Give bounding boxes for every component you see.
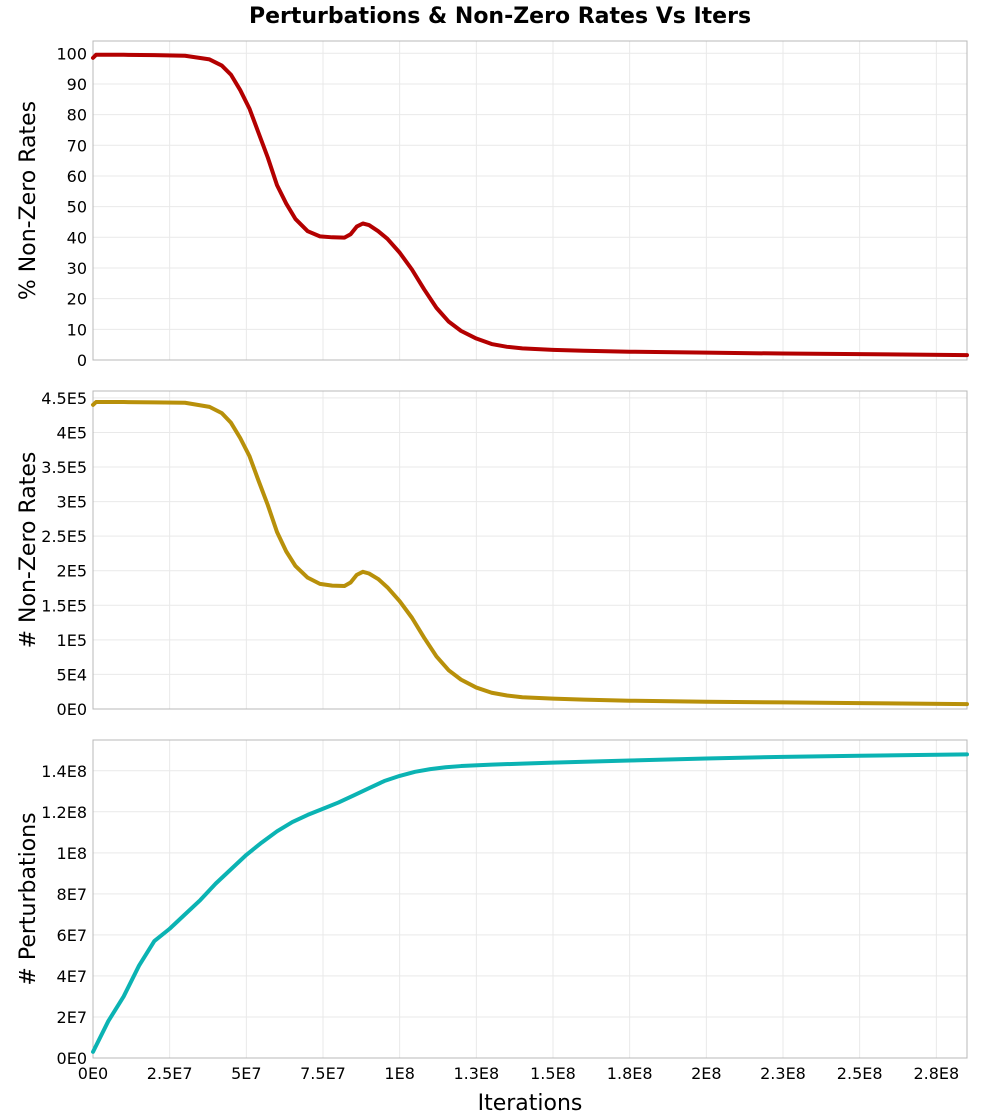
y-tick-label: 50 <box>67 198 87 217</box>
x-tick-label: 2.5E8 <box>837 1064 883 1083</box>
plot-border <box>92 739 968 1059</box>
y-tick-label: 2E7 <box>57 1008 87 1027</box>
y-tick-label: 3E5 <box>57 493 87 512</box>
x-axis: 0E0 2.5E7 5E7 7.5E7 1E8 1.3E8 1.5E8 1.8E8 2E8 2.3… <box>78 1064 959 1083</box>
y-tick-label: 8E7 <box>57 885 87 904</box>
x-tick-label: 2E8 <box>691 1064 721 1083</box>
x-tick-label: 0E0 <box>78 1064 108 1083</box>
plot-area <box>92 40 968 361</box>
y-tick-label: 4E5 <box>57 423 87 442</box>
y-tick-label: 4.5E5 <box>41 389 87 408</box>
y-tick-label: 1.4E8 <box>41 762 87 781</box>
y-tick-label: 20 <box>67 290 87 309</box>
y-axis-label: # Perturbations <box>16 812 41 985</box>
y-axis-label: % Non-Zero Rates <box>16 101 41 300</box>
chart-title: Perturbations & Non-Zero Rates Vs Iters <box>249 4 751 29</box>
y-tick-label: 1.2E8 <box>41 803 87 822</box>
x-axis-label: Iterations <box>478 1091 583 1116</box>
plot-border <box>92 390 968 710</box>
y-tick-label: 5E4 <box>57 665 87 684</box>
y-axis-label: # Non-Zero Rates <box>16 452 41 649</box>
y-tick-label: 2.5E5 <box>41 527 87 546</box>
x-tick-label: 1E8 <box>384 1064 414 1083</box>
y-tick-label: 1E5 <box>57 631 87 650</box>
panel-3: 0E0 2E7 4E7 6E7 8E7 1E8 1.2E8 1.4E8 # Perturbati… <box>16 739 969 1068</box>
panels: 0 10 20 30 40 50 60 70 80 90 100 % Non-Zero Rates 0E… <box>16 40 969 1083</box>
y-tick-label: 10 <box>67 320 87 339</box>
y-tick-label: 6E7 <box>57 926 87 945</box>
y-tick-label: 80 <box>67 106 87 125</box>
y-tick-label: 0 <box>77 351 87 370</box>
plot-border <box>92 40 968 361</box>
panel-1: 0 10 20 30 40 50 60 70 80 90 100 % Non-Zero Rates <box>16 40 969 370</box>
y-tick-label: 40 <box>67 228 87 247</box>
x-tick-label: 1.3E8 <box>453 1064 499 1083</box>
y-tick-label: 0E0 <box>57 1049 87 1068</box>
y-tick-label: 0E0 <box>57 700 87 719</box>
y-tick-label: 90 <box>67 75 87 94</box>
plot-area <box>92 390 968 710</box>
y-tick-label: 70 <box>67 136 87 155</box>
y-tick-label: 1E8 <box>57 844 87 863</box>
y-tick-label: 30 <box>67 259 87 278</box>
x-tick-label: 2.3E8 <box>760 1064 806 1083</box>
y-tick-label: 100 <box>56 44 87 63</box>
x-tick-label: 7.5E7 <box>300 1064 346 1083</box>
x-tick-label: 2.8E8 <box>913 1064 959 1083</box>
y-tick-label: 60 <box>67 167 87 186</box>
x-tick-label: 1.8E8 <box>607 1064 653 1083</box>
x-tick-label: 5E7 <box>231 1064 261 1083</box>
series-line <box>91 400 969 707</box>
y-tick-label: 4E7 <box>57 967 87 986</box>
x-tick-label: 2.5E7 <box>147 1064 193 1083</box>
y-tick-label: 2E5 <box>57 562 87 581</box>
panel-2: 0E0 5E4 1E5 1.5E5 2E5 2.5E5 3E5 3.5E5 4E5 4.5E5 # … <box>16 389 969 719</box>
x-tick-label: 1.5E8 <box>530 1064 576 1083</box>
plot-area <box>92 739 968 1059</box>
series-line <box>91 52 969 358</box>
y-tick-label: 1.5E5 <box>41 596 87 615</box>
series-line <box>91 752 969 1054</box>
y-tick-label: 3.5E5 <box>41 458 87 477</box>
